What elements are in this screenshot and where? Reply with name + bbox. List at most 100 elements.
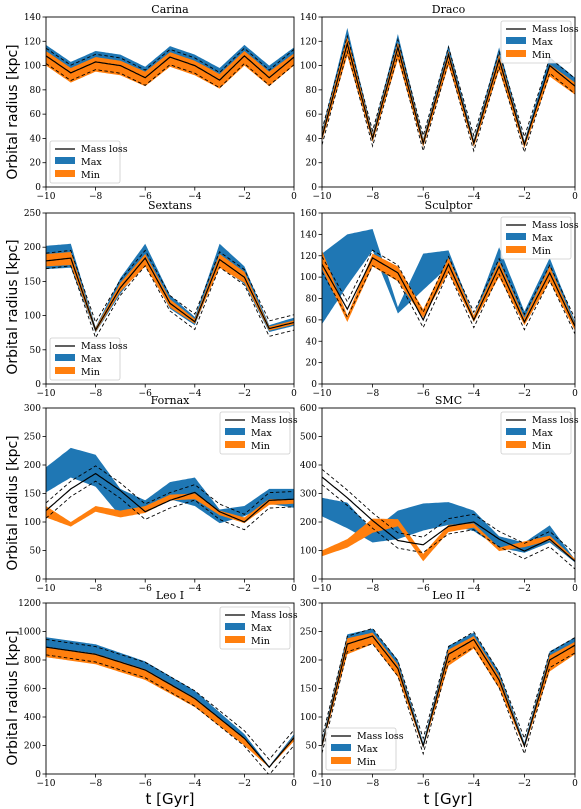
mass-loss-line [46, 472, 294, 523]
y-tick-label: 200 [24, 742, 41, 752]
x-tick-label: −2 [238, 584, 251, 594]
x-tick-label: 0 [572, 584, 578, 594]
legend-label: Mass loss [251, 415, 298, 426]
mass-loss-upper-dashed [322, 627, 575, 740]
y-tick-label: 50 [306, 742, 318, 752]
x-tick-label: −4 [467, 584, 481, 594]
y-tick-label: 150 [24, 490, 41, 500]
x-tick-label: −6 [139, 779, 153, 789]
mass-loss-upper-dashed [322, 249, 575, 319]
x-tick-label: 0 [291, 584, 297, 594]
panel-title: Sculptor [425, 199, 473, 212]
x-tick-label: −8 [89, 779, 103, 789]
legend-label: Min [81, 170, 100, 181]
y-tick-label: 0 [35, 770, 41, 780]
panel-title: Fornax [151, 394, 191, 407]
legend-min-swatch [331, 757, 351, 764]
mass-loss-upper-dashed [46, 639, 294, 761]
x-tick-label: −2 [518, 584, 531, 594]
mass-loss-line [46, 55, 294, 81]
y-tick-label: 50 [30, 547, 42, 557]
legend-max-swatch [55, 354, 75, 361]
legend-max-swatch [225, 623, 245, 630]
plot-area [46, 44, 294, 89]
y-tick-label: 40 [30, 134, 42, 144]
y-tick-label: 300 [24, 404, 41, 414]
y-tick-label: 80 [306, 86, 318, 96]
mass-loss-lower-dashed [322, 264, 575, 335]
y-tick-label: 100 [24, 312, 41, 322]
y-tick-label: 100 [24, 62, 41, 72]
legend-label: Max [251, 428, 272, 439]
y-tick-label: 140 [300, 13, 317, 23]
plot-area [322, 627, 575, 756]
mass-loss-lower-dashed [46, 654, 294, 774]
x-tick-label: 0 [291, 192, 297, 202]
axes-frame [321, 16, 576, 188]
legend: Mass loss Max Min [500, 216, 579, 260]
mass-loss-lower-dashed [322, 49, 575, 154]
band-min [46, 51, 294, 89]
legend-label: Min [251, 441, 270, 452]
y-tick-label: 100 [300, 547, 317, 557]
mass-loss-line [322, 257, 575, 327]
x-tick-label: 0 [291, 389, 297, 399]
legend-label: Max [81, 157, 102, 168]
y-tick-label: 20 [30, 159, 42, 169]
y-tick-label: 40 [306, 337, 318, 347]
legend-label: Mass loss [81, 341, 128, 352]
y-tick-label: 200 [300, 656, 317, 666]
x-tick-label: −8 [89, 192, 103, 202]
y-tick-label: 120 [300, 252, 317, 262]
panel-carina: Carina −10 −8 −6 −4 −2 0 0 20 40 60 80 100 120 140 Mass… [24, 3, 297, 202]
y-tick-label: 800 [24, 656, 41, 666]
y-tick-label: 400 [300, 461, 317, 471]
x-tick-label: −8 [89, 389, 103, 399]
panel-smc: SMC −10 −8 −6 −4 −2 0 0 100 200 300 400 500 600 Mass l… [300, 394, 579, 594]
mass-loss-lower-dashed [46, 265, 294, 339]
y-tick-label: 20 [306, 159, 318, 169]
y-tick-label: 300 [300, 490, 317, 500]
mass-loss-upper-dashed [322, 34, 575, 139]
y-tick-label: 400 [24, 713, 41, 723]
legend-label: Max [532, 37, 553, 48]
legend-label: Mass loss [532, 415, 579, 426]
legend-label: Max [532, 233, 553, 244]
y-tick-label: 600 [300, 404, 317, 414]
x-tick-label: 0 [572, 779, 578, 789]
x-tick-label: −10 [37, 584, 56, 594]
panel-title: SMC [435, 394, 462, 407]
band-max [46, 44, 294, 85]
x-tick-label: −6 [417, 779, 431, 789]
panel-sextans: Sextans −10 −8 −6 −4 −2 0 0 50 100 150 200 250 Mass l… [24, 199, 297, 399]
x-tick-label: 0 [291, 779, 297, 789]
band-max [46, 243, 294, 333]
y-tick-label: 120 [24, 37, 41, 47]
band-min [322, 518, 575, 562]
y-tick-label: 150 [24, 277, 41, 287]
mass-loss-lower-dashed [46, 480, 294, 531]
y-tick-label: 600 [24, 685, 41, 695]
panel-title: Leo II [432, 589, 465, 602]
legend-min-swatch [506, 50, 526, 57]
x-tick-label: −2 [518, 192, 531, 202]
x-tick-label: −2 [518, 779, 531, 789]
y-tick-label: 40 [306, 134, 318, 144]
y-tick-label: 100 [300, 273, 317, 283]
legend: Mass loss Max Min [49, 337, 128, 381]
plot-area [322, 229, 575, 335]
legend-label: Mass loss [357, 731, 404, 742]
x-tick-label: −4 [467, 389, 481, 399]
x-tick-label: −6 [417, 192, 431, 202]
legend: Mass loss Max Min [500, 20, 579, 64]
mass-loss-lower-dashed [322, 643, 575, 756]
x-tick-label: −10 [313, 192, 332, 202]
band-min [46, 493, 294, 527]
band-max [322, 229, 575, 330]
legend-min-swatch [506, 246, 526, 253]
legend-label: Min [532, 441, 551, 452]
panels-layer: Carina −10 −8 −6 −4 −2 0 0 20 40 60 80 100 120 140 Mass… [18, 3, 579, 789]
legend-label: Mass loss [81, 144, 128, 155]
x-tick-label: −10 [37, 192, 56, 202]
panel-sculptor: Sculptor −10 −8 −6 −4 −2 0 0 20 40 60 80 100 120 140 16… [300, 199, 579, 399]
